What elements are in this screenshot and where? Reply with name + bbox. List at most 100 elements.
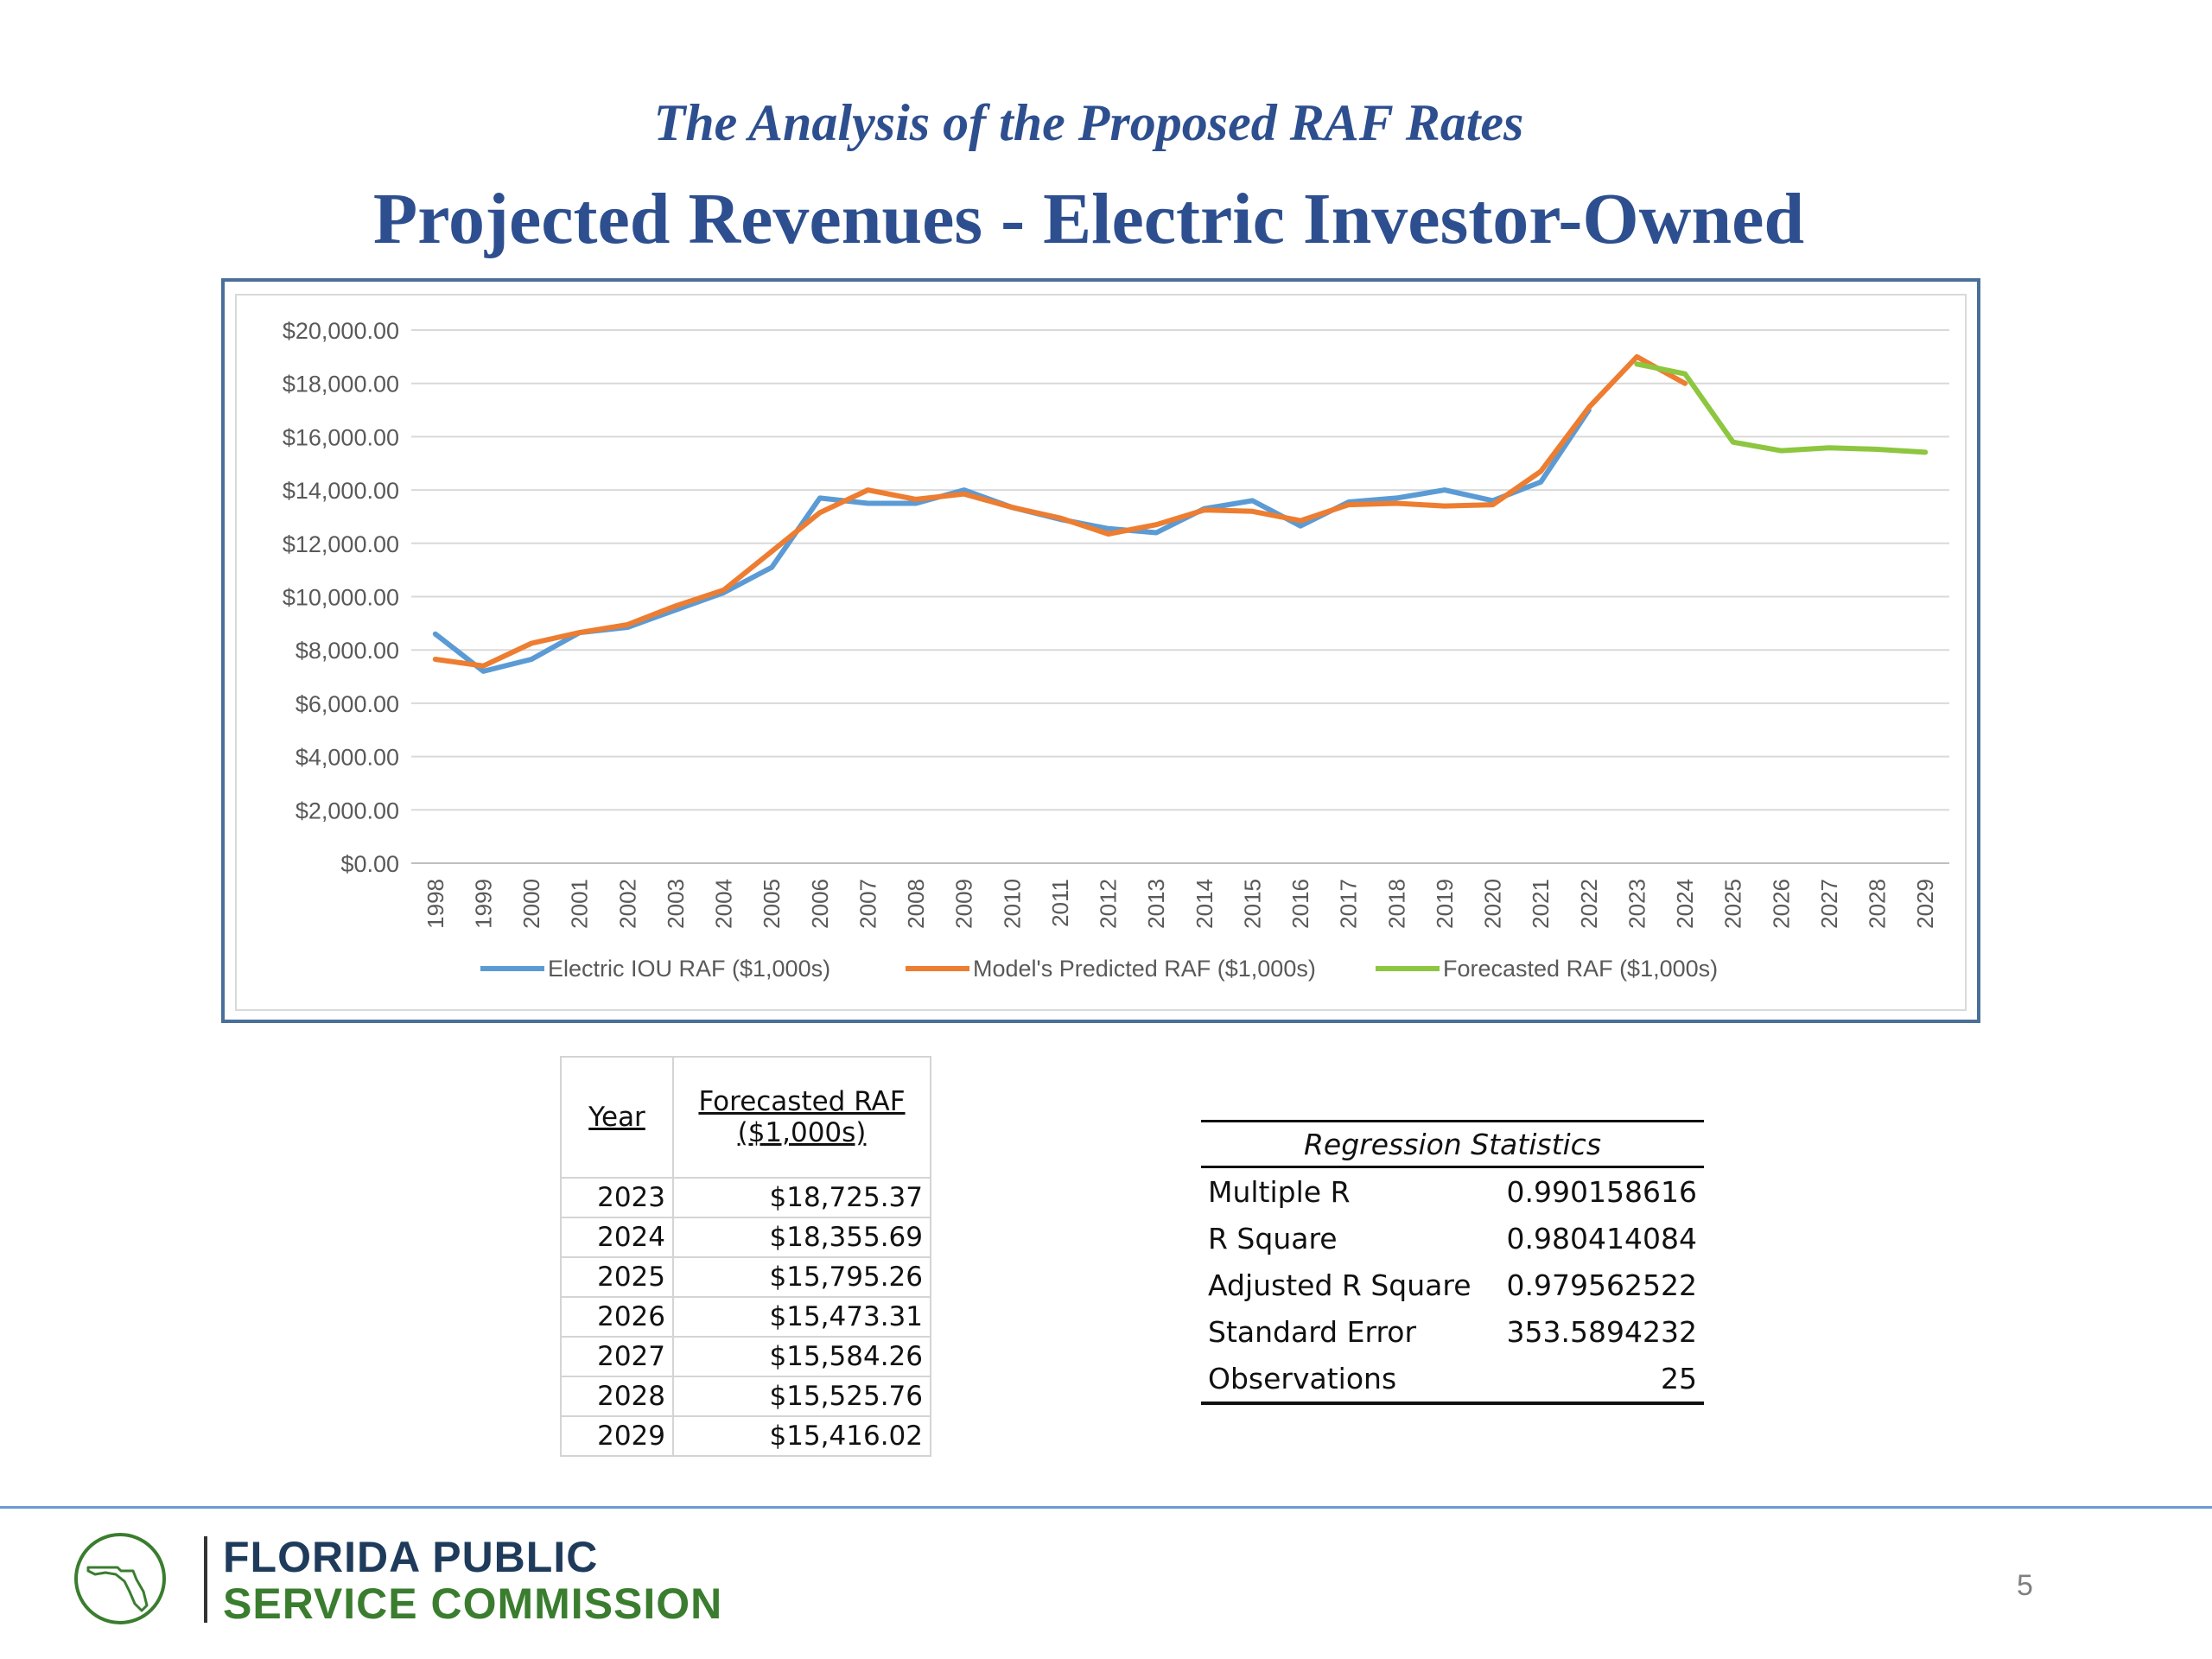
forecast-value-cell: $18,355.69 [672,1217,931,1258]
line-chart: $0.00 $2,000.00 $4,000.00 $6,000.00 $8,000.0… [283,318,1949,982]
x-tick-label: 2012 [1096,879,1122,929]
forecast-value-cell: $15,525.76 [672,1376,931,1417]
x-tick-label: 2019 [1432,879,1458,929]
y-tick-label: $10,000.00 [283,585,399,611]
forecast-value-cell: $15,584.26 [672,1336,931,1377]
forecast-value-cell: $15,416.02 [672,1415,931,1457]
table-row: 2026 $15,473.31 [560,1296,931,1338]
x-tick-label: 2017 [1336,879,1362,929]
regression-statistics: Regression Statistics Multiple R 0.990158… [1201,1120,1704,1405]
regression-value: 0.980414084 [1506,1222,1697,1255]
legend-label: Model's Predicted RAF ($1,000s) [973,956,1316,982]
year-column-header: Year [560,1056,674,1179]
forecast-column-header: Forecasted RAF ($1,000s) [672,1056,931,1179]
x-tick-label: 2009 [951,879,977,929]
series-line-3 [1634,361,1929,455]
forecast-table-header: Year Forecasted RAF ($1,000s) [560,1056,931,1179]
x-tick-label: 2020 [1480,879,1506,929]
florida-logo-icon [74,1533,166,1624]
x-tick-label: 2029 [1912,879,1938,929]
regression-value: 353.5894232 [1506,1315,1697,1349]
regression-value: 25 [1661,1362,1697,1395]
y-tick-label: $12,000.00 [283,531,399,557]
x-tick-label: 2004 [711,879,737,929]
year-cell: 2029 [560,1415,674,1457]
y-tick-label: $6,000.00 [296,691,399,717]
x-tick-label: 2001 [567,879,593,929]
table-row: 2023 $18,725.37 [560,1177,931,1218]
x-tick-label: 2015 [1239,879,1265,929]
regression-heading: Regression Statistics [1201,1120,1704,1168]
x-tick-label: 2025 [1720,879,1746,929]
x-tick-label: 1999 [470,879,496,929]
y-tick-label: $4,000.00 [296,745,399,771]
regression-row: Observations 25 [1201,1355,1704,1405]
x-tick-label: 2000 [518,879,544,929]
x-tick-label: 2003 [663,879,689,929]
x-tick-label: 2023 [1624,879,1649,929]
x-tick-label: 2021 [1528,879,1554,929]
x-tick-label: 2028 [1865,879,1891,929]
page-number: 5 [2017,1569,2033,1602]
x-tick-label: 2007 [855,879,880,929]
x-tick-label: 1998 [423,879,448,929]
chart-area: $0.00 $2,000.00 $4,000.00 $6,000.00 $8,000.0… [235,294,1967,1011]
regression-label: Observations [1208,1362,1397,1395]
regression-label: R Square [1208,1222,1338,1255]
series-line-2 [432,353,1688,669]
table-row: 2029 $15,416.02 [560,1415,931,1457]
year-cell: 2028 [560,1376,674,1417]
year-cell: 2024 [560,1217,674,1258]
x-tick-label: 2011 [1047,879,1073,927]
y-tick-label: $0.00 [340,851,399,877]
y-tick-label: $16,000.00 [283,424,399,450]
year-cell: 2027 [560,1336,674,1377]
regression-label: Standard Error [1208,1315,1417,1349]
x-tick-label: 2013 [1143,879,1169,929]
org-name-line2: SERVICE COMMISSION [223,1580,723,1628]
x-tick-label: 2014 [1192,879,1217,929]
x-tick-label: 2027 [1816,879,1842,929]
series-line-1 [432,407,1592,674]
regression-value: 0.990158616 [1506,1175,1697,1209]
footer-separator [204,1536,207,1623]
y-tick-label: $14,000.00 [283,478,399,504]
regression-label: Adjusted R Square [1208,1268,1471,1302]
regression-row: Multiple R 0.990158616 [1201,1168,1704,1215]
x-tick-label: 2005 [759,879,785,929]
footer-divider [0,1506,2212,1509]
slide-title: Projected Revenues - Electric Investor-O… [372,179,1805,259]
regression-label: Multiple R [1208,1175,1351,1209]
forecast-table: Year Forecasted RAF ($1,000s) 2023 $18,725… [560,1056,931,1457]
table-row: 2024 $18,355.69 [560,1217,931,1258]
legend-label: Electric IOU RAF ($1,000s) [548,956,830,982]
year-cell: 2026 [560,1296,674,1338]
y-tick-label: $18,000.00 [283,372,399,397]
table-row: 2027 $15,584.26 [560,1336,931,1377]
year-cell: 2023 [560,1177,674,1218]
x-tick-label: 2006 [807,879,833,929]
table-row: 2028 $15,525.76 [560,1376,931,1417]
x-tick-label: 2008 [903,879,929,929]
y-tick-label: $20,000.00 [283,318,399,344]
x-tick-label: 2026 [1768,879,1794,929]
legend-label: Forecasted RAF ($1,000s) [1443,956,1718,982]
x-tick-label: 2002 [614,879,640,929]
x-tick-label: 2024 [1672,879,1698,929]
x-tick-label: 2022 [1576,879,1602,929]
slide-subtitle: The Analysis of the Proposed RAF Rates [653,94,1524,151]
org-name-line1: FLORIDA PUBLIC [223,1533,599,1581]
year-cell: 2025 [560,1256,674,1298]
x-tick-label: 2010 [999,879,1025,929]
table-row: 2025 $15,795.26 [560,1256,931,1298]
regression-row: Standard Error 353.5894232 [1201,1308,1704,1355]
regression-row: Adjusted R Square 0.979562522 [1201,1262,1704,1308]
chart-frame: $0.00 $2,000.00 $4,000.00 $6,000.00 $8,000.0… [221,278,1980,1023]
forecast-value-cell: $18,725.37 [672,1177,931,1218]
x-tick-label: 2016 [1287,879,1313,929]
regression-row: R Square 0.980414084 [1201,1215,1704,1262]
regression-value: 0.979562522 [1506,1268,1697,1302]
forecast-value-cell: $15,473.31 [672,1296,931,1338]
forecast-value-cell: $15,795.26 [672,1256,931,1298]
y-tick-label: $2,000.00 [296,798,399,823]
